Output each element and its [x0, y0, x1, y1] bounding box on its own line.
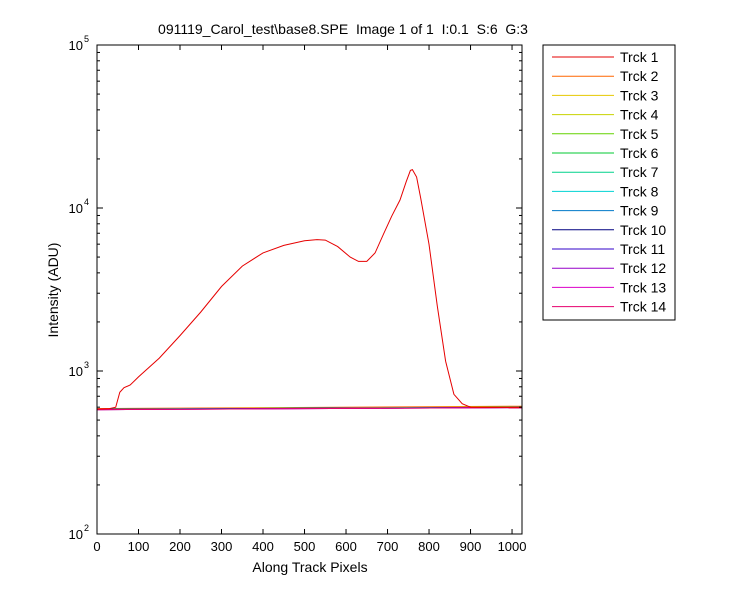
- legend-label: Trck 7: [620, 164, 659, 180]
- legend-label: Trck 8: [620, 183, 659, 199]
- y-tick-exponent: 3: [84, 360, 89, 370]
- y-tick-label: 10: [69, 364, 83, 379]
- x-tick-label: 900: [460, 539, 482, 554]
- x-tick-label: 800: [418, 539, 440, 554]
- y-tick-exponent: 2: [84, 523, 89, 533]
- x-tick-label: 1000: [498, 539, 527, 554]
- x-tick-label: 0: [93, 539, 100, 554]
- plot-area: 0 100 200 300 400 500 600 700 800 900 1000 10 210 31…: [69, 34, 527, 554]
- x-tick-label: 400: [252, 539, 274, 554]
- legend-label: Trck 11: [620, 241, 665, 257]
- legend-label: Trck 9: [620, 203, 659, 219]
- chart-title: 091119_Carol_test\base8.SPE Image 1 of 1…: [158, 21, 528, 37]
- series-layer: [97, 168, 522, 411]
- legend-label: Trck 1: [620, 49, 659, 65]
- x-tick-label: 100: [128, 539, 150, 554]
- x-tick-label: 200: [169, 539, 191, 554]
- legend-label: Trck 14: [620, 299, 666, 315]
- legend-label: Trck 4: [620, 107, 659, 123]
- x-tick-label: 700: [377, 539, 399, 554]
- x-tick-label: 500: [294, 539, 316, 554]
- y-tick-exponent: 4: [84, 197, 89, 207]
- axes-box: [96, 44, 523, 535]
- legend-label: Trck 2: [620, 68, 659, 84]
- legend: Trck 1 Trck 2 Trck 3 Trck 4 Trck 5 Trck 6 Trck…: [542, 44, 676, 321]
- legend-label: Trck 5: [620, 126, 659, 142]
- legend-label: Trck 6: [620, 145, 659, 161]
- y-tick-label: 10: [69, 527, 83, 542]
- legend-label: Trck 13: [620, 279, 666, 295]
- x-axis: 0 100 200 300 400 500 600 700 800 900 1000: [93, 45, 527, 554]
- legend-box: [542, 44, 676, 321]
- legend-label: Trck 12: [620, 260, 666, 276]
- y-axis-label: Intensity (ADU): [45, 243, 61, 338]
- y-tick-label: 10: [69, 38, 83, 53]
- series-line-trck-14: [97, 407, 522, 411]
- series-line-trck-1: [97, 168, 522, 410]
- y-tick-label: 10: [69, 201, 83, 216]
- x-axis-label: Along Track Pixels: [252, 559, 367, 575]
- legend-label: Trck 3: [620, 87, 659, 103]
- x-tick-label: 600: [335, 539, 357, 554]
- y-tick-exponent: 5: [84, 34, 89, 44]
- legend-label: Trck 10: [620, 222, 666, 238]
- x-tick-label: 300: [211, 539, 233, 554]
